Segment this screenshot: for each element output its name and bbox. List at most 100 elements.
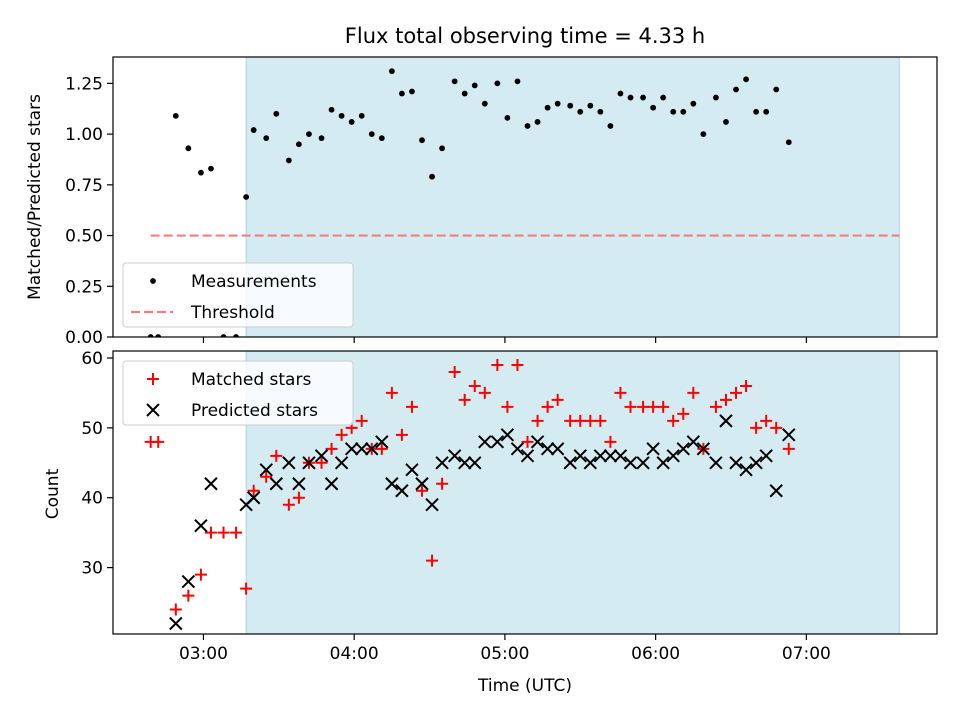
predicted-stars-point (686, 435, 701, 449)
chart-title: Flux total observing time = 4.33 h (345, 24, 705, 48)
measurements-point (650, 104, 657, 111)
panel-count: 30 40 50 60 03:00 04:00 05:00 06:00 07:00 Matched… (81, 349, 938, 664)
matched-stars-point (204, 526, 217, 539)
legend-marker-predicted-stars (146, 403, 160, 417)
predicted-stars-point (636, 456, 650, 470)
predicted-stars-point (490, 435, 505, 449)
y-tick-label: 50 (81, 419, 103, 439)
measurements-point (567, 102, 574, 109)
measurements-point (733, 86, 739, 93)
panel-plot-area (147, 57, 900, 337)
predicted-stars-point (573, 449, 587, 463)
measurements-point (439, 145, 445, 152)
measurements-point (554, 100, 561, 107)
measurements-point (504, 114, 511, 121)
measurements-point (318, 135, 325, 142)
predicted-stars-point (468, 456, 482, 470)
y-tick-label: 30 (81, 559, 103, 579)
measurements-point (185, 145, 192, 152)
measurements-point (220, 334, 227, 337)
predicted-stars-point (385, 477, 399, 491)
matched-stars-point (395, 428, 408, 441)
matched-stars-point (152, 435, 165, 448)
measurements-point (690, 100, 697, 107)
matched-stars-point (355, 414, 368, 427)
matched-stars-point (182, 589, 195, 602)
predicted-stars-point (181, 574, 196, 589)
predicted-stars-point (759, 449, 773, 463)
y-tick-label: 40 (81, 489, 103, 509)
matched-stars-point (677, 407, 690, 420)
matched-stars-point (564, 414, 577, 427)
matched-stars-point (637, 400, 650, 413)
predicted-stars-point (593, 449, 608, 463)
x-axis-label: Time (UTC) (477, 676, 572, 696)
matched-stars-point (584, 414, 597, 427)
matched-stars-point (594, 414, 607, 427)
predicted-stars-point (782, 428, 796, 442)
measurements-point (753, 108, 760, 115)
predicted-stars-point (623, 456, 638, 470)
measurements-point (296, 141, 302, 148)
measurements-point (263, 135, 270, 142)
measurements-point (198, 169, 204, 176)
measurements-point (147, 334, 154, 337)
measurements-point (660, 94, 667, 101)
measurements-point (409, 88, 415, 95)
x-tick-label: 05:00 (480, 644, 529, 664)
matched-stars-point (416, 484, 428, 497)
predicted-stars-point (583, 456, 598, 470)
predicted-stars-point (302, 456, 316, 470)
matched-stars-point (740, 379, 753, 392)
y-tick-label: 1.00 (65, 125, 103, 145)
legend: Measurements Threshold (122, 262, 354, 328)
predicted-stars-point (520, 449, 535, 463)
predicted-stars-point (696, 442, 711, 456)
x-tick-label: 07:00 (782, 644, 831, 664)
matched-stars-point (667, 414, 680, 427)
predicted-stars-point (269, 477, 284, 491)
predicted-stars-point (292, 477, 306, 491)
measurements-point (763, 108, 770, 115)
predicted-stars-point (769, 484, 783, 498)
predicted-stars-point (749, 456, 763, 470)
matched-stars-point (270, 449, 283, 462)
measurements-point (785, 139, 792, 146)
matched-stars-point (760, 414, 773, 427)
matched-stars-point (405, 400, 418, 413)
matched-stars-point (240, 582, 253, 595)
matched-stars-point (282, 498, 295, 511)
legend-label-threshold: Threshold (190, 303, 275, 323)
observing-window (245, 351, 900, 634)
matched-stars-point (468, 379, 481, 392)
measurements-point (399, 90, 405, 97)
matched-stars-point (458, 393, 471, 406)
predicted-stars-point (415, 477, 429, 491)
y-tick-label: 0.75 (65, 176, 103, 196)
legend: Matched stars Predicted stars (122, 360, 354, 426)
matched-stars-point (385, 386, 398, 399)
measurements-point (640, 94, 646, 101)
predicted-stars-point (169, 616, 183, 631)
matched-stars-point (574, 414, 587, 427)
measurements-point (587, 102, 594, 109)
legend-label-predicted-stars: Predicted stars (191, 401, 318, 421)
x-tick-label: 06:00 (631, 644, 680, 664)
measurements-point (273, 110, 280, 117)
measurements-point (348, 119, 355, 125)
measurements-point (172, 112, 179, 119)
predicted-stars-point (314, 449, 329, 463)
panel-plot-area (144, 351, 900, 634)
matched-stars-point (604, 435, 617, 448)
predicted-stars-point (194, 518, 208, 533)
predicted-stars-point (510, 442, 525, 456)
legend-box (122, 262, 354, 328)
matched-stars-point (292, 491, 305, 504)
predicted-stars-point (500, 428, 515, 442)
matched-stars-point (770, 421, 783, 434)
matched-stars-point (478, 386, 491, 399)
matched-stars-point (426, 554, 439, 567)
y-tick-label: 1.25 (65, 74, 103, 94)
